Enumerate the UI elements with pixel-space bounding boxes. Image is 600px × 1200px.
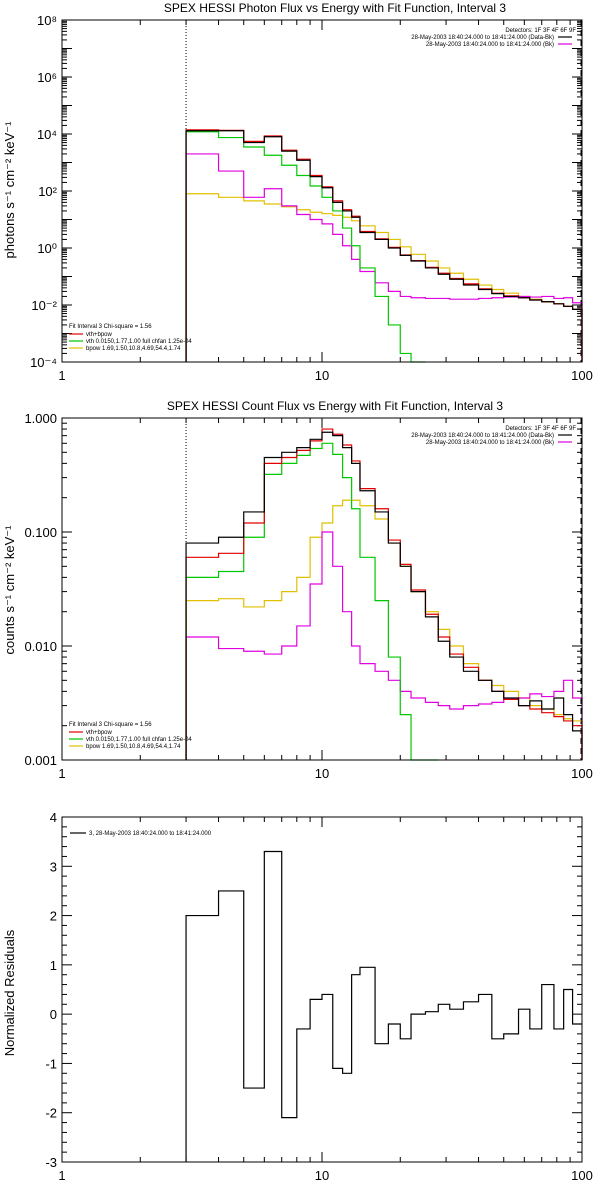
count-flux-x-tick-label: 10 <box>315 766 329 781</box>
residuals-y-tick-label: 1 <box>50 958 57 973</box>
residuals-y-tick-label: -3 <box>45 1155 57 1170</box>
residuals-y-axis-label: Normalized Residuals <box>2 929 17 1056</box>
photon-flux-header-text: 28-May-2003 18:40:24.000 to 18:41:24.000… <box>411 35 554 41</box>
residuals-x-tick-label: 1 <box>58 1168 65 1183</box>
photon-flux-series-bpow <box>185 193 583 362</box>
count-flux-legend-item: vth+bpow <box>86 730 113 736</box>
photon-flux-legend-header: Fit Interval 3 Chi-square = 1.56 <box>69 324 152 330</box>
photon-flux-panel: SPEX HESSI Photon Flux vs Energy with Fi… <box>2 1 593 383</box>
count-flux-title: SPEX HESSI Count Flux vs Energy with Fit… <box>167 399 503 413</box>
photon-flux-y-axis-label: photons s⁻¹ cm⁻² keV⁻¹ <box>2 121 17 259</box>
residuals-plot-frame <box>61 816 583 1163</box>
residuals-y-tick-label: -1 <box>45 1056 57 1071</box>
photon-flux-x-tick-label: 100 <box>571 368 593 383</box>
photon-flux-title: SPEX HESSI Photon Flux vs Energy with Fi… <box>164 1 506 15</box>
count-flux-series-model <box>185 428 583 760</box>
count-flux-header-text: 28-May-2003 18:40:24.000 to 18:41:24.000… <box>426 440 554 446</box>
count-flux-series-total <box>185 431 583 760</box>
photon-flux-series-model <box>185 129 583 362</box>
residuals-y-tick-label: 4 <box>50 810 57 825</box>
residuals-x-tick-label: 10 <box>315 1168 329 1183</box>
count-flux-y-tick-label: 0.010 <box>24 639 57 654</box>
photon-flux-ticks: 1 10 100 10⁻⁴ 10⁻² 10⁰ 10² 10⁴ 10⁶ 10⁸ <box>30 13 593 383</box>
photon-flux-plot-frame <box>61 19 583 363</box>
photon-flux-y-tick-label: 10⁻² <box>31 298 57 313</box>
photon-flux-legend-item: vth 0.0150,1.77,1.00 full chfan 1.25e-04 <box>86 339 192 345</box>
photon-flux-series-background <box>185 153 583 362</box>
photon-flux-marks <box>185 20 583 363</box>
residuals-y-tick-label: 2 <box>50 909 57 924</box>
count-flux-legend-header: Fit Interval 3 Chi-square = 1.56 <box>69 722 152 728</box>
photon-flux-y-tick-label: 10⁻⁴ <box>30 355 57 370</box>
residuals-legend-item: 3, 28-May-2003 18:40:24.000 to 18:41:24.… <box>89 831 212 837</box>
residuals-annotations: 3, 28-May-2003 18:40:24.000 to 18:41:24.… <box>70 831 212 837</box>
count-flux-header-text: 28-May-2003 18:40:24.000 to 18:41:24.000… <box>411 433 554 439</box>
count-flux-y-axis-label: counts s⁻¹ cm⁻² keV⁻¹ <box>2 525 17 655</box>
count-flux-series-vth <box>185 442 439 761</box>
photon-flux-y-tick-label: 10⁰ <box>37 241 57 256</box>
residuals-ticks: 1 10 100 -3 -2 -1 0 1 2 3 4 <box>45 810 592 1183</box>
count-flux-ticks: 1 10 100 0.001 0.010 0.100 1.000 <box>24 411 592 781</box>
count-flux-y-tick-label: 0.100 <box>24 525 57 540</box>
photon-flux-y-tick-label: 10⁸ <box>37 13 57 28</box>
residuals-x-tick-label: 100 <box>571 1168 593 1183</box>
count-flux-panel: SPEX HESSI Count Flux vs Energy with Fit… <box>2 399 593 781</box>
photon-flux-legend-item: vth+bpow <box>86 332 113 338</box>
count-flux-series-bpow <box>185 499 583 760</box>
count-flux-x-tick-label: 1 <box>58 766 65 781</box>
count-flux-y-tick-label: 0.001 <box>24 753 57 768</box>
photon-flux-legend-item: bpow 1.69,1.50,10.8,4.69,54.4,1.74 <box>86 346 181 352</box>
photon-flux-y-tick-label: 10⁶ <box>37 70 57 85</box>
residuals-y-tick-label: 3 <box>50 859 57 874</box>
residuals-panel: Normalized Residuals 1 10 100 -3 -2 -1 0 1 2 3 4 3… <box>2 810 593 1183</box>
photon-flux-header-text: 28-May-2003 18:40:24.000 to 18:41:24.000… <box>426 42 554 48</box>
photon-flux-x-tick-label: 1 <box>58 368 65 383</box>
count-flux-header-text: Detectors: 1F 3F 4F 6F 9F <box>505 426 576 432</box>
photon-flux-series-total <box>185 130 583 362</box>
residuals-marks <box>185 850 582 1162</box>
photon-flux-y-tick-label: 10² <box>38 184 57 199</box>
residuals-series-total <box>185 850 582 1162</box>
count-flux-marks <box>185 418 583 761</box>
photon-flux-y-tick-label: 10⁴ <box>37 127 57 142</box>
count-flux-legend-item: bpow 1.69,1.50,10.8,4.69,54.4,1.74 <box>86 744 181 750</box>
count-flux-legend-item: vth 0.0150,1.77,1.00 full chfan 1.25e-04 <box>86 737 192 743</box>
count-flux-x-tick-label: 100 <box>571 766 593 781</box>
residuals-y-tick-label: 0 <box>50 1007 57 1022</box>
residuals-y-tick-label: -2 <box>45 1106 57 1121</box>
count-flux-plot-frame <box>61 417 583 761</box>
photon-flux-header-text: Detectors: 1F 3F 4F 6F 9F <box>505 28 576 34</box>
count-flux-y-tick-label: 1.000 <box>24 411 57 426</box>
count-flux-series-background <box>185 531 583 760</box>
photon-flux-x-tick-label: 10 <box>315 368 329 383</box>
